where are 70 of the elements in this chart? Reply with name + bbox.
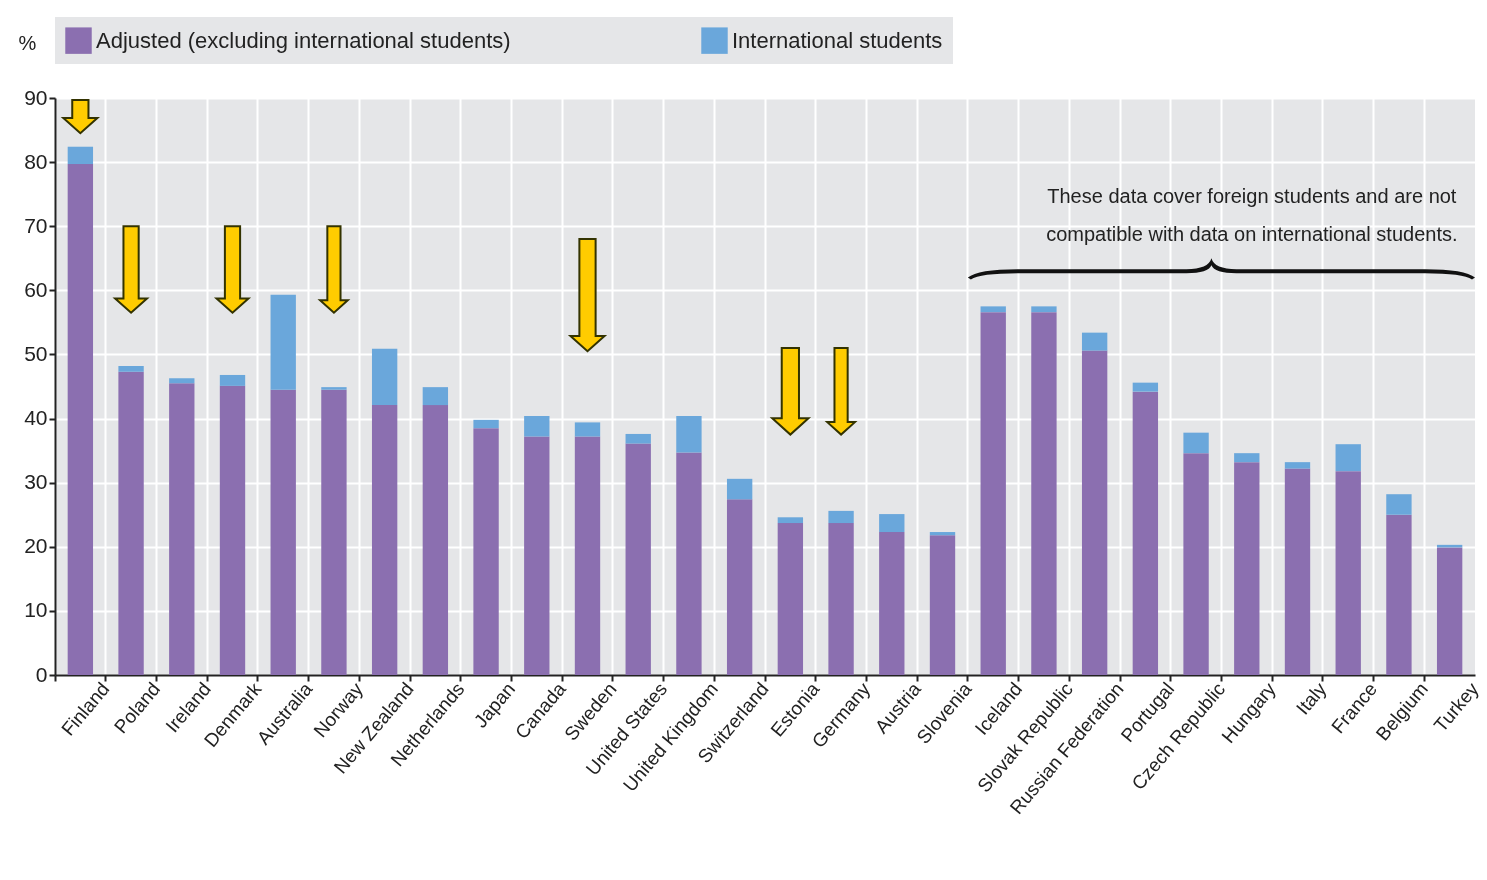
bar (169, 378, 195, 384)
bar (1234, 462, 1260, 675)
bar (980, 312, 1006, 675)
bar (1284, 462, 1311, 469)
y-tick-label: 70 (24, 213, 48, 237)
bar (625, 433, 651, 444)
y-tick-label: 30 (24, 470, 48, 494)
bar (270, 389, 296, 675)
bar (929, 535, 956, 675)
bar (1081, 332, 1108, 351)
bar (422, 405, 449, 675)
legend-label: Adjusted (excluding international students) (96, 27, 511, 53)
bar (1436, 547, 1463, 675)
legend-label: International students (732, 27, 943, 53)
bar (1031, 306, 1057, 313)
bar (879, 514, 905, 533)
bar (1081, 350, 1108, 675)
bar (828, 510, 854, 524)
bar (473, 428, 499, 675)
y-tick-label: 40 (24, 406, 48, 430)
bar (118, 371, 144, 675)
y-tick-label: 80 (24, 149, 48, 173)
bar (524, 415, 550, 437)
bar (726, 499, 753, 675)
bar (219, 374, 246, 386)
y-tick-label: 10 (24, 598, 48, 622)
bar (1335, 444, 1361, 472)
bar (67, 146, 94, 165)
bar (676, 415, 702, 453)
bar (1335, 471, 1361, 675)
bar (1234, 453, 1260, 463)
bar (422, 387, 449, 406)
bar (473, 419, 499, 429)
bar (777, 523, 804, 675)
annotation: These data cover foreign students and are not compatible with data on international students. (1046, 185, 1458, 246)
bar (1183, 432, 1209, 454)
bar (726, 478, 753, 500)
bar (1386, 514, 1412, 675)
bar (118, 365, 144, 372)
x-tick-label: Italy (1292, 678, 1331, 719)
bar (371, 405, 398, 675)
bar (1132, 391, 1159, 675)
bar (321, 387, 347, 390)
bar (625, 443, 651, 675)
bar (1183, 453, 1209, 675)
bar (1031, 312, 1057, 675)
y-tick-label: 50 (24, 341, 48, 365)
y-tick-label: 0 (35, 662, 48, 686)
bar (169, 383, 195, 675)
bar (1284, 468, 1311, 675)
bar (929, 532, 956, 536)
bar (574, 436, 601, 675)
bar (828, 523, 854, 675)
y-tick-label: 60 (24, 277, 48, 301)
bar (1132, 382, 1159, 392)
bar (879, 532, 905, 675)
bar (371, 348, 398, 406)
bar (321, 389, 347, 675)
bar (777, 517, 804, 524)
bar (219, 385, 246, 675)
y-tick-label: 90 (24, 85, 48, 109)
bar (574, 422, 601, 437)
y-axis-title: % (18, 31, 37, 54)
y-tick-label: 20 (24, 534, 48, 558)
bar (676, 452, 702, 675)
bar (67, 164, 94, 675)
bar (1386, 494, 1412, 515)
bar (524, 436, 550, 675)
bar (270, 294, 296, 390)
bar (980, 306, 1006, 313)
